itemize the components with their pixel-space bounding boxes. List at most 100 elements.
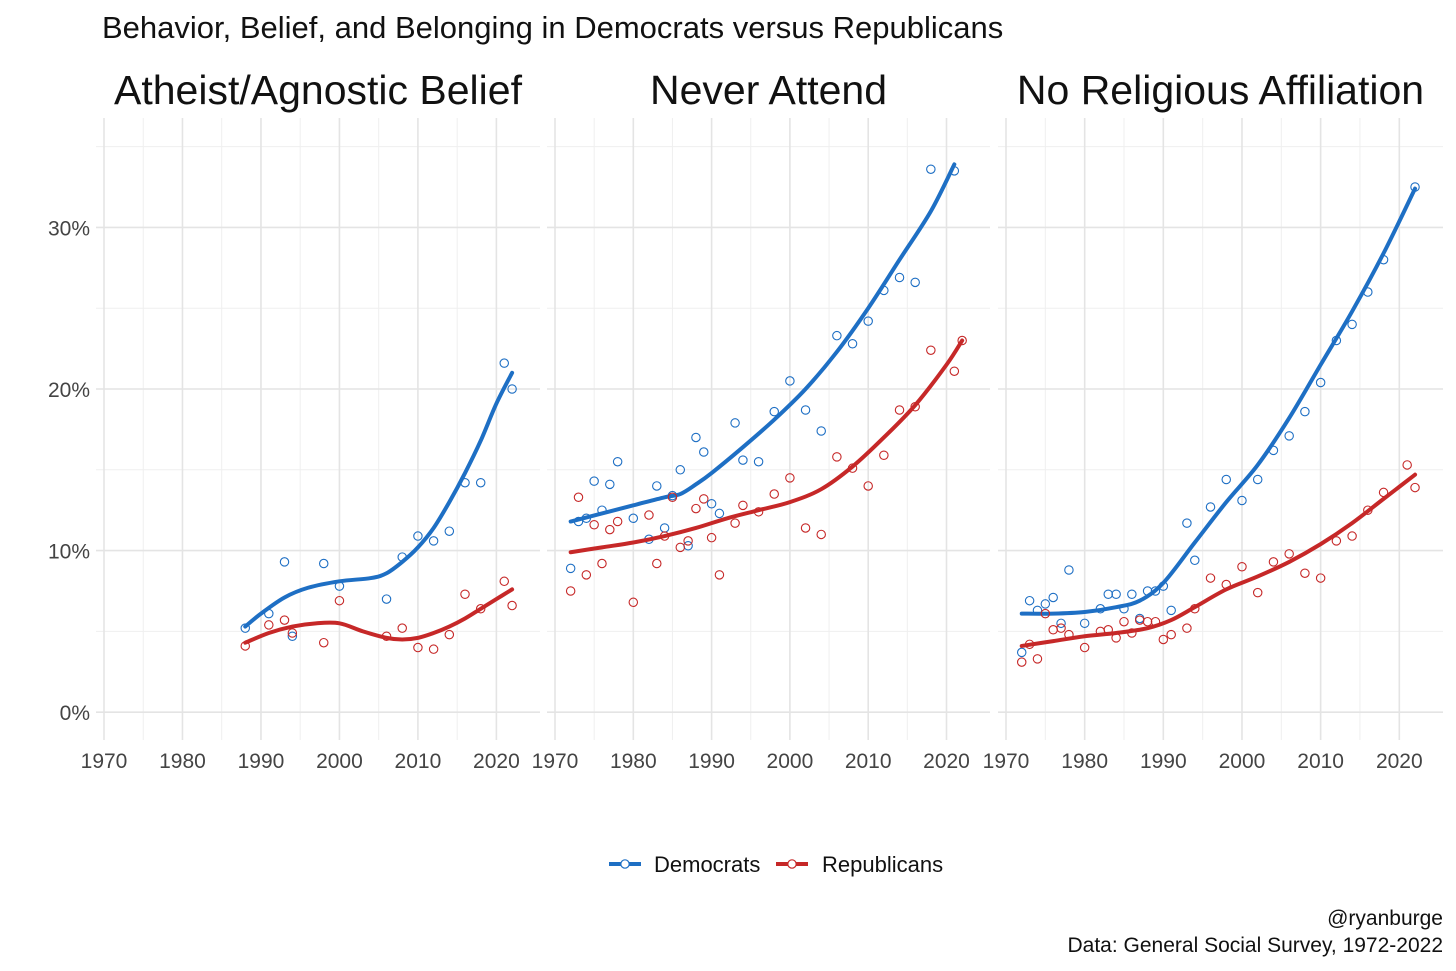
data-point	[1119, 616, 1129, 627]
facet-panel: Atheist/Agnostic Belief 1970 1980 1990 2000 2…	[48, 67, 540, 773]
data-point	[753, 456, 764, 467]
data-point	[597, 558, 607, 569]
data-point	[1056, 623, 1066, 633]
data-point	[444, 629, 455, 640]
data-point	[1127, 589, 1137, 599]
data-point	[832, 452, 842, 462]
x-tick-label: 1980	[1061, 750, 1108, 773]
panel-title: No Religious Affiliation	[1017, 67, 1424, 113]
data-point	[1032, 654, 1043, 664]
x-tick-label: 1970	[983, 750, 1030, 773]
data-point	[318, 558, 329, 569]
data-point	[507, 384, 517, 394]
data-point	[910, 277, 920, 288]
data-point	[652, 558, 662, 569]
data-point	[1048, 625, 1058, 635]
panel-title: Atheist/Agnostic Belief	[114, 67, 523, 113]
data-point	[957, 335, 967, 346]
data-point	[1268, 557, 1279, 567]
legend-item: Republicans	[776, 852, 943, 877]
data-point	[800, 523, 811, 533]
data-point	[1347, 319, 1357, 330]
data-point	[659, 523, 670, 533]
x-tick-label: 1990	[238, 750, 285, 773]
data-point	[460, 589, 470, 599]
chart-title: Behavior, Belief, and Belonging in Democ…	[102, 10, 1003, 45]
data-point	[1182, 518, 1192, 528]
trend-line	[1019, 472, 1418, 648]
data-point	[894, 272, 905, 283]
x-tick-label: 2000	[316, 750, 363, 773]
x-tick-label: 1990	[1140, 750, 1187, 773]
panel-title: Never Attend	[650, 67, 887, 113]
caption-source: Data: General Social Survey, 1972-2022	[1068, 934, 1444, 957]
data-point	[714, 508, 725, 519]
x-tick-label: 2020	[1376, 750, 1423, 773]
data-point	[1205, 573, 1216, 583]
data-point	[413, 531, 423, 541]
caption-handle: @ryanburge	[1327, 907, 1443, 930]
x-tick-label: 2010	[395, 750, 442, 773]
data-point	[683, 541, 693, 551]
x-tick-label: 1970	[532, 750, 579, 773]
data-point	[683, 536, 693, 546]
data-point	[1331, 536, 1342, 546]
data-point	[1252, 587, 1263, 598]
data-point	[832, 330, 842, 341]
data-point	[318, 637, 329, 648]
x-tick-label: 2020	[923, 750, 970, 773]
data-point	[738, 500, 748, 511]
data-point	[334, 595, 345, 606]
trend-line	[243, 587, 515, 645]
data-point	[714, 570, 725, 580]
data-point	[628, 513, 639, 524]
data-point	[589, 476, 599, 486]
data-point	[1300, 406, 1310, 417]
data-point	[573, 492, 584, 503]
data-point	[428, 644, 439, 654]
data-point	[475, 604, 486, 614]
data-point	[1048, 592, 1058, 603]
x-tick-label: 1980	[610, 750, 657, 773]
data-point	[1079, 618, 1090, 629]
x-tick-label: 2000	[1219, 750, 1266, 773]
data-point	[279, 557, 290, 567]
data-point	[879, 450, 889, 461]
data-point	[428, 536, 439, 546]
y-tick-label: 20%	[48, 379, 90, 402]
data-point	[691, 432, 701, 443]
data-point	[691, 503, 701, 514]
data-point	[1079, 642, 1090, 653]
data-point	[926, 345, 936, 355]
data-point	[1142, 616, 1153, 627]
legend: Democrats Republicans	[609, 852, 943, 877]
legend-key-point	[620, 859, 630, 869]
data-point	[1056, 618, 1066, 629]
data-point	[816, 426, 826, 436]
data-point	[1315, 573, 1326, 583]
y-tick-label: 10%	[48, 541, 90, 564]
data-point	[1402, 460, 1412, 470]
data-point	[706, 532, 717, 543]
data-point	[589, 519, 599, 530]
data-point	[1190, 555, 1200, 566]
data-point	[1166, 629, 1176, 640]
data-point	[675, 465, 686, 475]
data-point	[1040, 599, 1051, 609]
data-point	[1158, 634, 1169, 645]
data-point	[507, 600, 517, 611]
data-point	[675, 542, 686, 553]
data-point	[1166, 605, 1176, 616]
data-point	[926, 164, 936, 174]
data-point	[287, 628, 298, 638]
data-point	[605, 524, 615, 535]
data-point	[565, 586, 576, 596]
data-point	[287, 631, 298, 641]
x-tick-label: 2020	[473, 750, 520, 773]
data-point	[785, 376, 795, 386]
data-point	[1150, 586, 1161, 596]
data-point	[706, 498, 717, 509]
data-point	[1237, 495, 1247, 506]
data-point	[264, 620, 274, 630]
